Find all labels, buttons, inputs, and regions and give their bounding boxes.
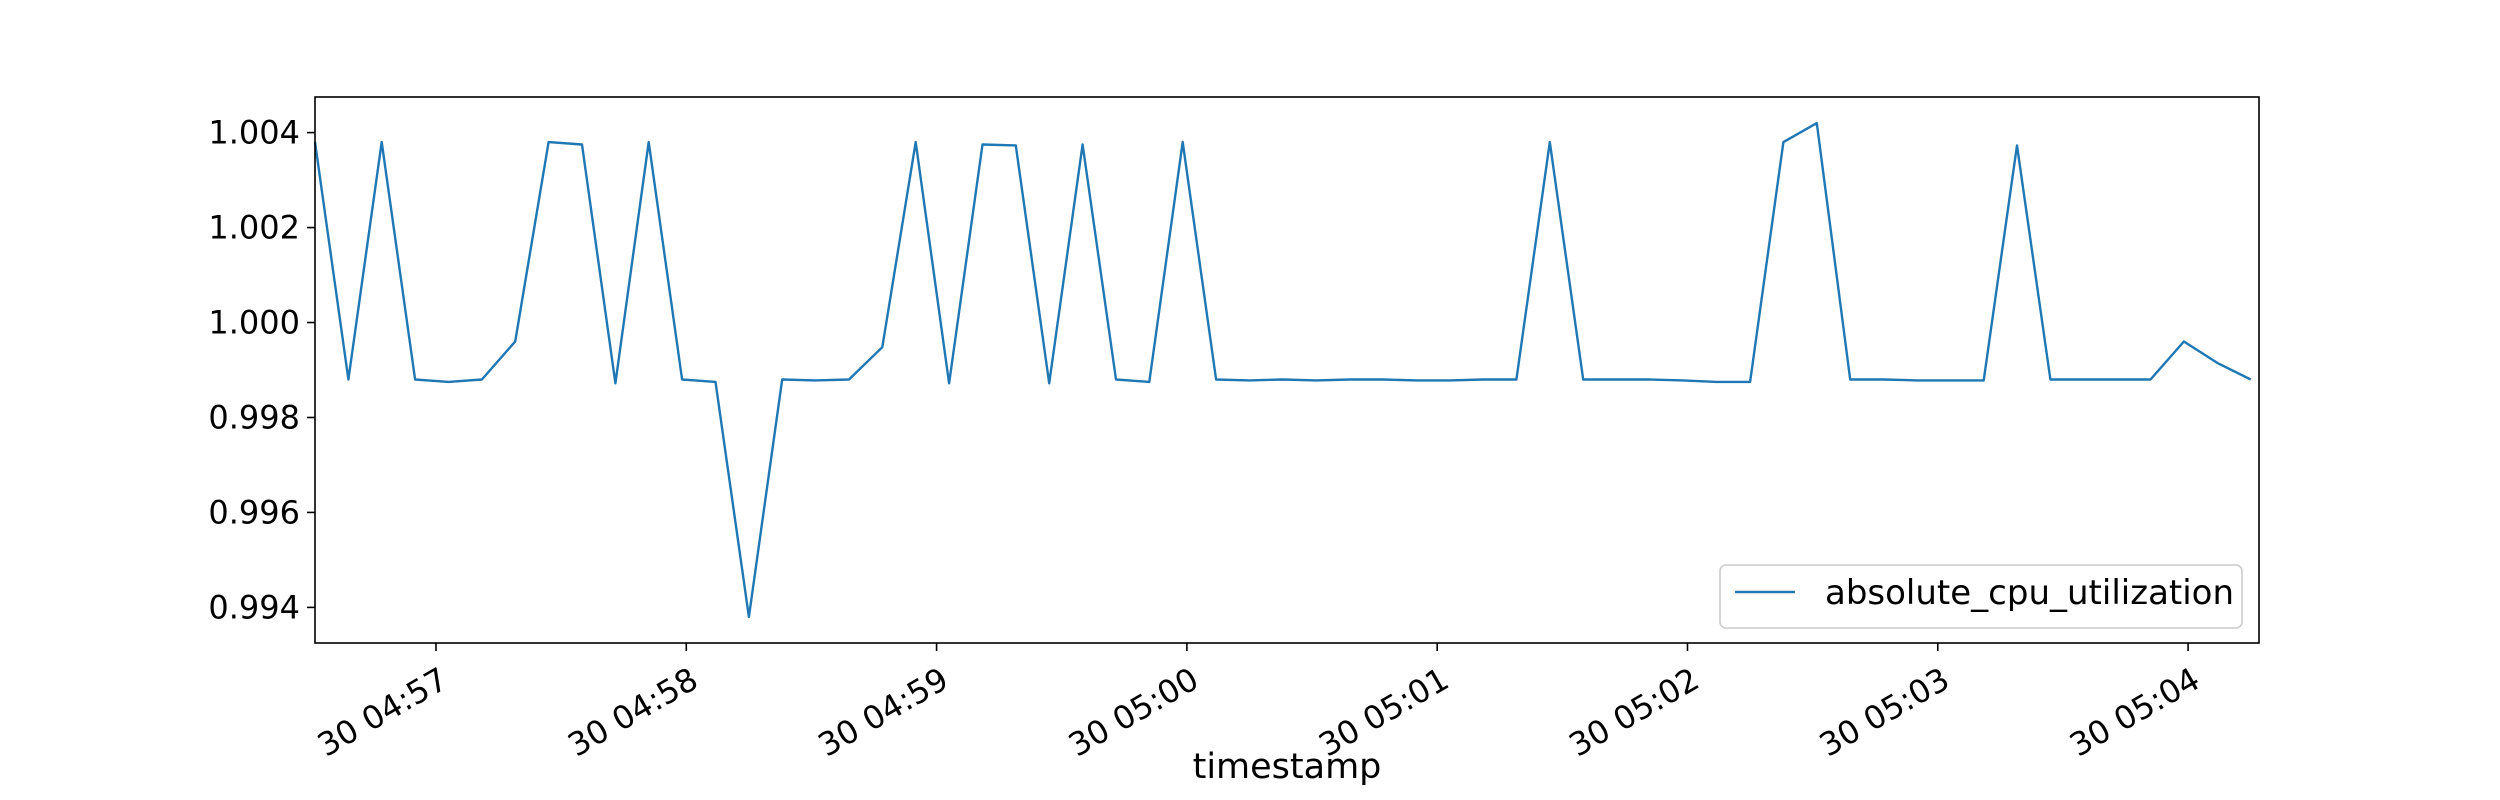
series-line-0: [313, 121, 2252, 619]
y-axis: 0.994 0.996 0.998 1.000 1.002 1.004: [208, 114, 315, 626]
x-tick-label: 30 04:59: [812, 660, 955, 764]
x-tick-label: 30 05:02: [1563, 660, 1706, 764]
y-tick-label: 0.994: [208, 588, 300, 626]
x-axis-label: timestamp: [1193, 747, 1382, 787]
y-tick-label: 1.004: [208, 114, 300, 152]
plot-area: [315, 97, 2259, 643]
y-tick-label: 0.998: [208, 398, 300, 436]
y-tick-label: 0.996: [208, 493, 300, 531]
legend-label: absolute_cpu_utilization: [1825, 573, 2234, 613]
x-tick-label: 30 04:58: [561, 660, 704, 764]
y-tick-label: 1.002: [208, 209, 300, 247]
x-tick-label: 30 05:00: [1062, 660, 1205, 764]
legend: absolute_cpu_utilization: [1719, 564, 2243, 629]
x-tick-label: 30 04:57: [311, 660, 454, 764]
series-layer: [313, 121, 2252, 619]
x-tick-label: 30 05:04: [2063, 660, 2206, 764]
plot-frame: [314, 96, 2260, 644]
legend-box: [1719, 564, 2243, 629]
y-tick-label: 1.000: [208, 304, 300, 342]
x-tick-label: 30 05:03: [1813, 660, 1956, 764]
